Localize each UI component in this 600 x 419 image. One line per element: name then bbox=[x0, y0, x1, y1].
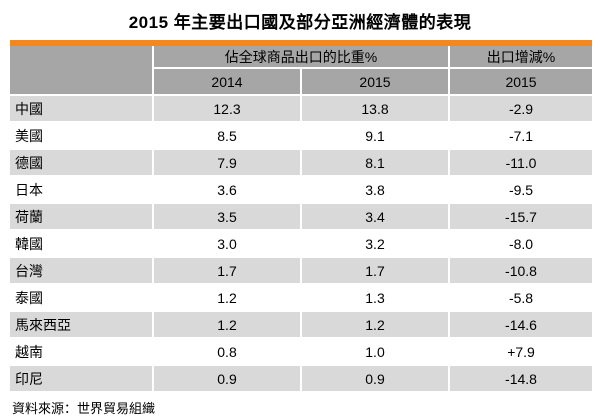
share-2015-cell: 13.8 bbox=[301, 95, 451, 123]
table-row: 荷蘭 3.5 3.4 -15.7 bbox=[10, 203, 593, 231]
economy-name-cell: 德國 bbox=[10, 149, 154, 177]
change-2015-cell: -14.6 bbox=[449, 311, 593, 339]
table-row: 美國 8.5 9.1 -7.1 bbox=[10, 122, 593, 150]
change-2015-cell: -15.7 bbox=[449, 203, 593, 231]
economy-header-cell bbox=[10, 46, 154, 96]
change-2015-cell: -5.8 bbox=[449, 284, 593, 312]
year-2014-header: 2014 bbox=[153, 68, 302, 96]
share-2015-cell: 8.1 bbox=[301, 149, 451, 177]
table-row: 台灣 1.7 1.7 -10.8 bbox=[10, 257, 593, 285]
change-2015-cell: -7.1 bbox=[449, 122, 593, 150]
share-2014-cell: 3.5 bbox=[153, 203, 302, 231]
share-2014-cell: 7.9 bbox=[153, 149, 302, 177]
change-2015-header: 2015 bbox=[449, 68, 593, 96]
change-2015-cell: +7.9 bbox=[449, 338, 593, 366]
header-year-row: 2014 2015 2015 bbox=[10, 68, 593, 96]
share-2014-cell: 3.6 bbox=[153, 176, 302, 204]
share-2015-cell: 9.1 bbox=[301, 122, 451, 150]
table-row: 韓國 3.0 3.2 -8.0 bbox=[10, 230, 593, 258]
export-performance-table: 佔全球商品出口的比重% 出口增減% 2014 2015 2015 中國 12.3… bbox=[10, 40, 593, 391]
economy-name-cell: 泰國 bbox=[10, 284, 154, 312]
economy-name-cell: 馬來西亞 bbox=[10, 311, 154, 339]
economy-name-cell: 中國 bbox=[10, 95, 154, 123]
share-2015-cell: 3.4 bbox=[301, 203, 451, 231]
change-2015-cell: -9.5 bbox=[449, 176, 593, 204]
table-row: 印尼 0.9 0.9 -14.8 bbox=[10, 365, 593, 391]
economy-name-cell: 印尼 bbox=[10, 365, 154, 391]
accent-bar bbox=[10, 40, 592, 46]
change-2015-cell: -8.0 bbox=[449, 230, 593, 258]
economy-name-cell: 日本 bbox=[10, 176, 154, 204]
share-2014-cell: 3.0 bbox=[153, 230, 302, 258]
change-2015-cell: -10.8 bbox=[449, 257, 593, 285]
table-row: 越南 0.8 1.0 +7.9 bbox=[10, 338, 593, 366]
change-group-header: 出口增減% bbox=[449, 46, 593, 69]
share-2014-cell: 0.9 bbox=[153, 365, 302, 391]
change-2015-cell: -14.8 bbox=[449, 365, 593, 391]
share-2015-cell: 1.2 bbox=[301, 311, 451, 339]
share-2015-cell: 3.2 bbox=[301, 230, 451, 258]
share-2014-cell: 0.8 bbox=[153, 338, 302, 366]
page-title: 2015 年主要出口國及部分亞洲經濟體的表現 bbox=[128, 13, 472, 32]
economy-name-cell: 美國 bbox=[10, 122, 154, 150]
share-2014-cell: 8.5 bbox=[153, 122, 302, 150]
header-group-row: 佔全球商品出口的比重% 出口增減% bbox=[10, 46, 593, 96]
economy-name-cell: 台灣 bbox=[10, 257, 154, 285]
share-2015-cell: 0.9 bbox=[301, 365, 451, 391]
share-group-header: 佔全球商品出口的比重% bbox=[153, 46, 451, 69]
share-2015-cell: 1.3 bbox=[301, 284, 451, 312]
share-2014-cell: 12.3 bbox=[153, 95, 302, 123]
table-row: 泰國 1.2 1.3 -5.8 bbox=[10, 284, 593, 312]
data-table: 佔全球商品出口的比重% 出口增減% 2014 2015 2015 中國 12.3… bbox=[10, 46, 593, 391]
share-2014-cell: 1.2 bbox=[153, 284, 302, 312]
share-2015-cell: 3.8 bbox=[301, 176, 451, 204]
table-row: 德國 7.9 8.1 -11.0 bbox=[10, 149, 593, 177]
economy-name-cell: 荷蘭 bbox=[10, 203, 154, 231]
table-body: 中國 12.3 13.8 -2.9 美國 8.5 9.1 -7.1 德國 7.9… bbox=[10, 95, 593, 391]
share-2014-cell: 1.7 bbox=[153, 257, 302, 285]
change-2015-cell: -2.9 bbox=[449, 95, 593, 123]
share-2014-cell: 1.2 bbox=[153, 311, 302, 339]
economy-name-cell: 韓國 bbox=[10, 230, 154, 258]
change-2015-cell: -11.0 bbox=[449, 149, 593, 177]
table-header: 佔全球商品出口的比重% 出口增減% 2014 2015 2015 bbox=[10, 46, 593, 96]
source-note: 資料來源：世界貿易組織 bbox=[12, 401, 156, 416]
table-row: 日本 3.6 3.8 -9.5 bbox=[10, 176, 593, 204]
table-row: 中國 12.3 13.8 -2.9 bbox=[10, 95, 593, 123]
share-2015-cell: 1.0 bbox=[301, 338, 451, 366]
share-2015-cell: 1.7 bbox=[301, 257, 451, 285]
economy-name-cell: 越南 bbox=[10, 338, 154, 366]
year-2015-header: 2015 bbox=[301, 68, 451, 96]
table-row: 馬來西亞 1.2 1.2 -14.6 bbox=[10, 311, 593, 339]
